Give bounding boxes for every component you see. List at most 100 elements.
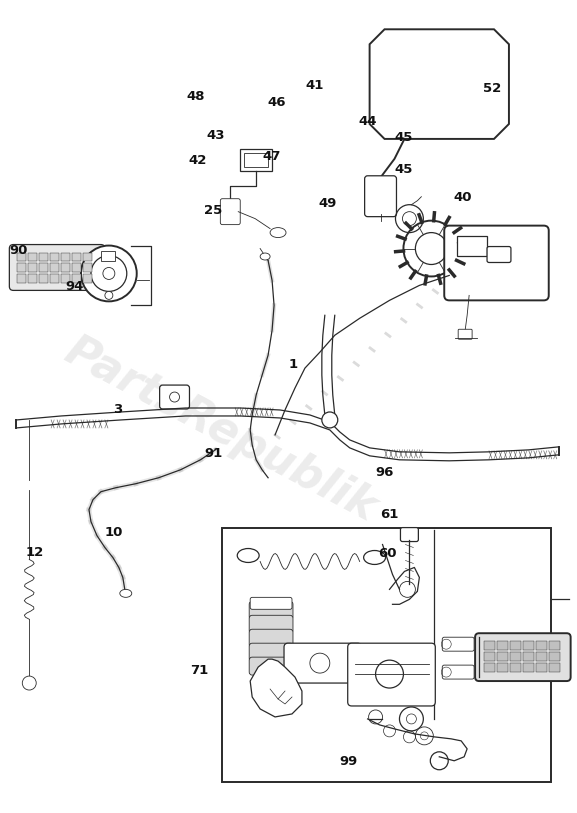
FancyBboxPatch shape — [475, 633, 571, 681]
Text: 61: 61 — [380, 508, 398, 521]
FancyBboxPatch shape — [249, 629, 293, 647]
FancyBboxPatch shape — [9, 245, 105, 290]
Bar — [28, 275, 37, 284]
Text: 10: 10 — [105, 525, 123, 538]
Bar — [39, 275, 48, 284]
Text: 25: 25 — [204, 204, 222, 217]
Bar — [50, 253, 59, 262]
Polygon shape — [370, 29, 509, 139]
Circle shape — [322, 412, 338, 428]
Bar — [484, 652, 495, 661]
Bar — [28, 253, 37, 262]
Bar — [523, 641, 534, 650]
Text: PartsRepublik: PartsRepublik — [57, 329, 384, 530]
Bar — [222, 528, 550, 782]
Text: 52: 52 — [483, 82, 501, 95]
Bar — [50, 275, 59, 284]
Text: 46: 46 — [268, 96, 286, 109]
Text: 45: 45 — [394, 131, 413, 144]
FancyBboxPatch shape — [220, 198, 240, 224]
Bar — [484, 641, 495, 650]
Bar — [523, 652, 534, 661]
Text: 60: 60 — [378, 547, 396, 560]
FancyBboxPatch shape — [444, 226, 549, 300]
FancyBboxPatch shape — [160, 385, 189, 409]
Bar — [536, 663, 547, 672]
FancyBboxPatch shape — [458, 329, 472, 339]
Bar — [61, 263, 70, 272]
Text: 49: 49 — [319, 198, 337, 211]
Text: 94: 94 — [66, 280, 84, 293]
Text: 99: 99 — [340, 755, 358, 767]
Bar — [240, 149, 272, 171]
Text: 71: 71 — [190, 664, 209, 677]
Circle shape — [23, 676, 36, 690]
Text: 43: 43 — [207, 128, 226, 141]
Ellipse shape — [120, 589, 132, 598]
Text: 48: 48 — [186, 90, 205, 103]
Text: 45: 45 — [394, 163, 413, 176]
Text: 40: 40 — [454, 191, 473, 204]
Bar — [17, 263, 27, 272]
Bar — [510, 663, 521, 672]
FancyBboxPatch shape — [348, 643, 435, 706]
Bar — [72, 275, 81, 284]
Text: 1: 1 — [288, 358, 298, 371]
Ellipse shape — [260, 253, 270, 260]
FancyBboxPatch shape — [249, 602, 293, 620]
Bar — [101, 250, 115, 260]
FancyBboxPatch shape — [250, 598, 292, 609]
Bar — [536, 652, 547, 661]
FancyBboxPatch shape — [249, 643, 293, 661]
FancyBboxPatch shape — [487, 246, 511, 263]
FancyBboxPatch shape — [442, 665, 474, 679]
FancyBboxPatch shape — [442, 637, 474, 651]
FancyBboxPatch shape — [284, 643, 362, 683]
Bar — [72, 253, 81, 262]
Bar — [549, 663, 560, 672]
Bar — [61, 253, 70, 262]
Ellipse shape — [270, 228, 286, 237]
Bar — [497, 641, 508, 650]
Text: 44: 44 — [358, 115, 377, 128]
Bar — [497, 663, 508, 672]
Circle shape — [103, 267, 115, 280]
Bar — [510, 641, 521, 650]
Circle shape — [105, 291, 113, 299]
Bar — [17, 275, 27, 284]
Bar — [50, 263, 59, 272]
Bar — [39, 263, 48, 272]
Text: 96: 96 — [376, 467, 394, 480]
Text: 12: 12 — [25, 546, 44, 559]
Bar — [61, 275, 70, 284]
Bar — [536, 641, 547, 650]
Text: 91: 91 — [205, 447, 223, 460]
Text: 47: 47 — [262, 150, 280, 163]
Bar — [72, 263, 81, 272]
FancyBboxPatch shape — [249, 615, 293, 633]
FancyBboxPatch shape — [249, 657, 293, 675]
Circle shape — [91, 255, 127, 291]
Polygon shape — [250, 659, 302, 717]
Bar — [497, 652, 508, 661]
Bar — [17, 253, 27, 262]
FancyBboxPatch shape — [400, 528, 418, 541]
Bar — [244, 153, 268, 167]
Bar — [83, 263, 92, 272]
Bar — [28, 263, 37, 272]
Text: 41: 41 — [306, 79, 324, 92]
Bar — [39, 253, 48, 262]
Bar — [523, 663, 534, 672]
Bar — [83, 253, 92, 262]
FancyBboxPatch shape — [365, 176, 396, 216]
Circle shape — [81, 246, 137, 302]
Bar — [83, 275, 92, 284]
Text: 3: 3 — [113, 403, 122, 416]
Bar — [549, 652, 560, 661]
Text: 90: 90 — [9, 245, 28, 258]
Circle shape — [399, 707, 424, 731]
Bar — [510, 652, 521, 661]
Bar — [484, 663, 495, 672]
Circle shape — [415, 727, 433, 745]
Bar — [457, 236, 487, 255]
